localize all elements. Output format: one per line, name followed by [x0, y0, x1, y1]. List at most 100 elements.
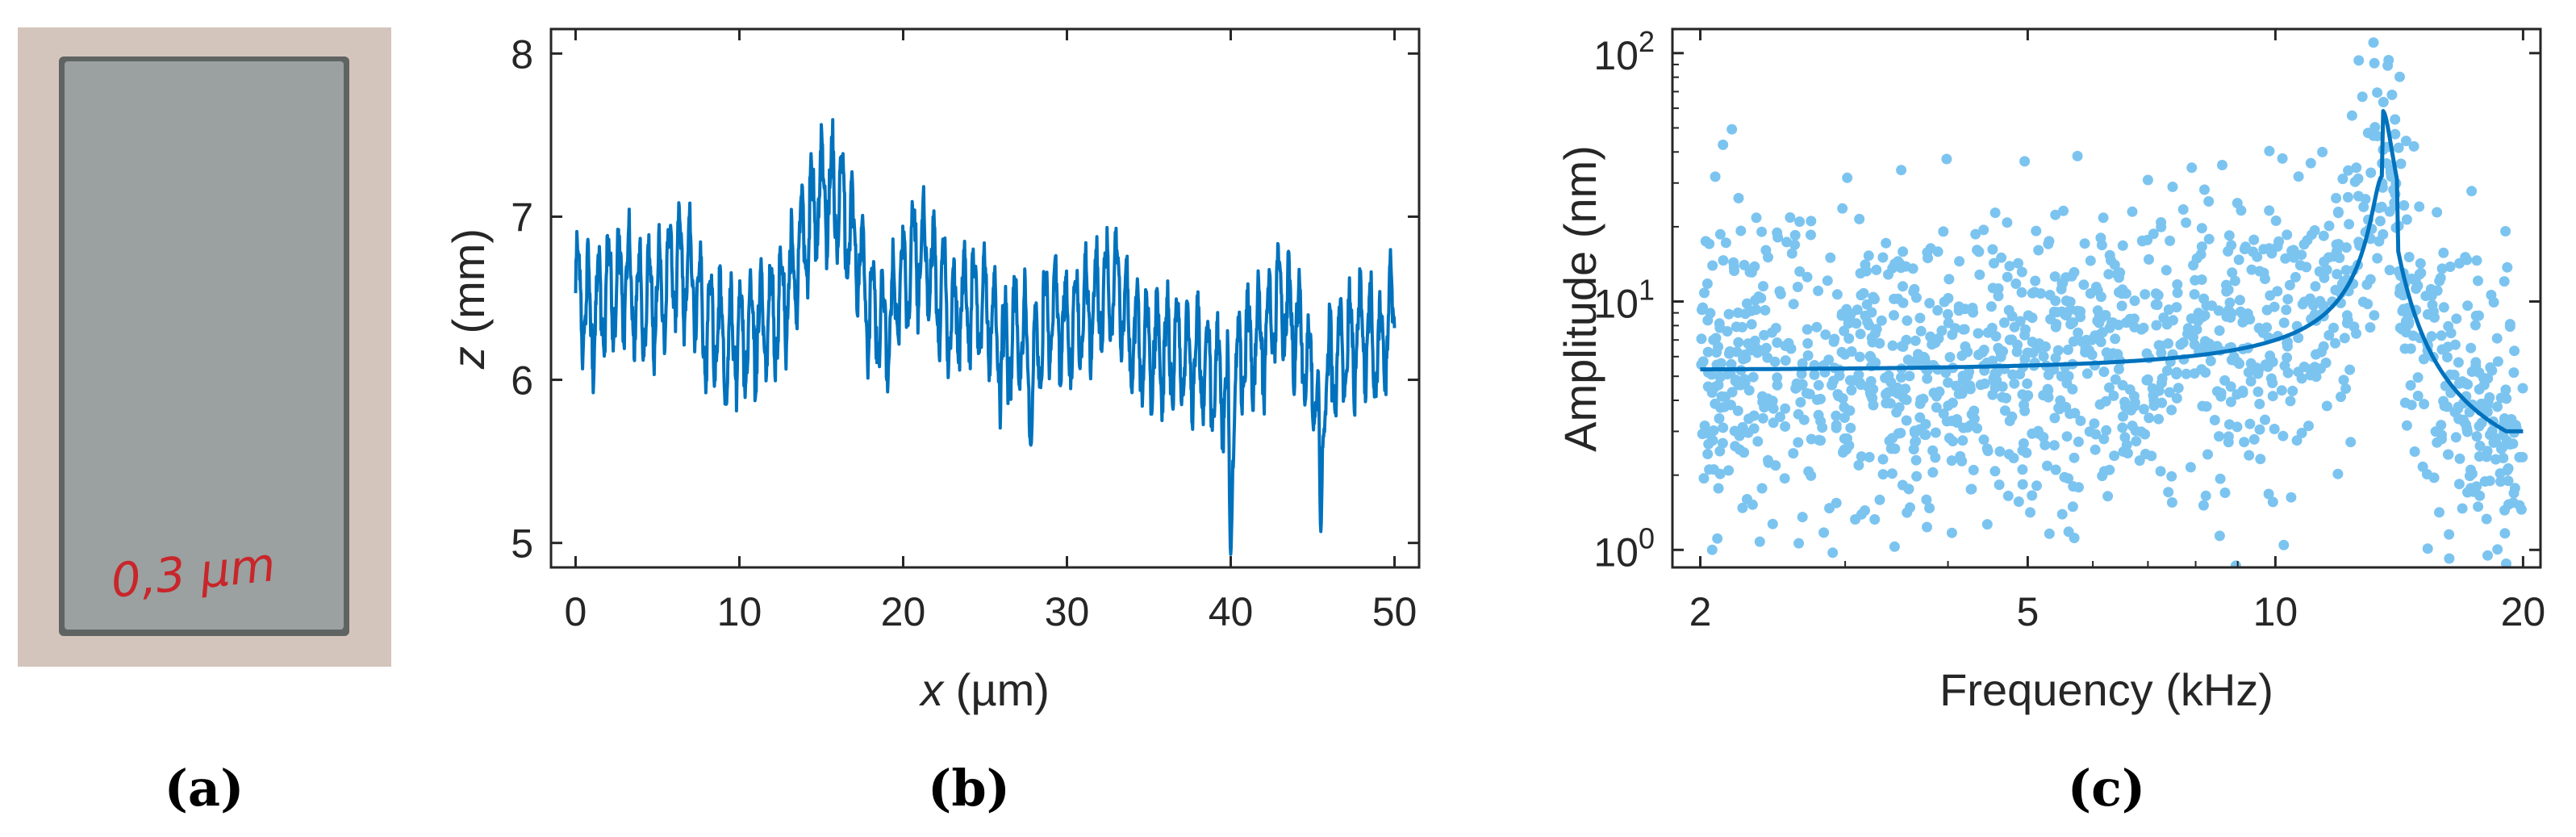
measurement-point	[2422, 543, 2433, 555]
measurement-point	[1868, 291, 1879, 303]
measurement-point	[2117, 379, 2128, 391]
measurement-point	[2181, 368, 2192, 379]
measurement-point	[1723, 308, 1735, 320]
measurement-point	[1930, 427, 1941, 438]
measurement-point	[2215, 473, 2226, 484]
measurement-point	[2033, 245, 2044, 256]
measurement-point	[2004, 261, 2015, 272]
measurement-point	[1853, 459, 1864, 471]
measurement-point	[1722, 369, 1733, 380]
measurement-point	[2245, 358, 2257, 369]
measurement-point	[2050, 295, 2061, 307]
measurement-point	[1813, 379, 1824, 391]
measurement-point	[1714, 370, 1725, 382]
specimen-block	[65, 61, 344, 630]
measurement-point	[1955, 450, 1966, 462]
profile-y-tick-label: 8	[511, 31, 533, 77]
measurement-point	[1881, 388, 1892, 400]
measurement-point	[1707, 260, 1718, 271]
measurement-point	[1831, 410, 1842, 421]
frequency-y-label: Amplitude (nm)	[1555, 145, 1605, 452]
measurement-point	[2085, 255, 2096, 266]
measurement-point	[2056, 508, 2068, 520]
panel-label-b: (b)	[928, 759, 1010, 818]
measurement-point	[1932, 305, 1943, 316]
measurement-point	[2061, 431, 2073, 442]
measurement-point	[2482, 446, 2493, 457]
measurement-point	[2052, 345, 2064, 356]
measurement-point	[2248, 433, 2260, 445]
profile-x-tick-label: 40	[1209, 589, 1254, 634]
measurement-point	[2007, 369, 2019, 380]
measurement-point	[2095, 291, 2106, 303]
measurement-point	[1877, 252, 1889, 263]
measurement-point	[2196, 223, 2207, 234]
measurement-point	[1995, 351, 2006, 362]
measurement-point	[2254, 266, 2265, 277]
measurement-point	[2186, 162, 2198, 174]
measurement-point	[2267, 496, 2278, 508]
measurement-point	[2166, 471, 2177, 482]
measurement-point	[2205, 355, 2216, 366]
measurement-point	[2050, 321, 2061, 333]
measurement-point	[2248, 246, 2259, 257]
measurement-point	[2278, 539, 2290, 550]
measurement-point	[2346, 110, 2357, 121]
profile-y-label: z (mm)	[443, 228, 494, 370]
measurement-point	[2372, 253, 2383, 264]
measurement-point	[1763, 454, 1773, 466]
measurement-point	[1697, 302, 1709, 313]
measurement-point	[2104, 382, 2115, 393]
measurement-point	[1943, 274, 1955, 285]
measurement-point	[1754, 536, 1765, 547]
measurement-point	[2265, 350, 2276, 362]
measurement-point	[2474, 441, 2486, 451]
measurement-point	[1739, 349, 1751, 360]
measurement-point	[2311, 349, 2321, 360]
measurement-point	[2492, 401, 2503, 412]
measurement-point	[2217, 160, 2227, 170]
frequency-y-tick-label: 101	[1593, 274, 1655, 327]
measurement-point	[1785, 343, 1797, 354]
measurement-point	[2209, 342, 2220, 354]
measurement-point	[1789, 229, 1801, 241]
measurement-point	[2197, 400, 2208, 412]
measurement-point	[1822, 275, 1833, 287]
measurement-point	[2372, 87, 2383, 98]
specimen-photo: 0,3 µm	[18, 27, 391, 667]
measurement-point	[2282, 294, 2294, 305]
measurement-point	[2382, 60, 2394, 71]
measurement-point	[2230, 560, 2241, 567]
measurement-point	[1856, 508, 1867, 520]
measurement-point	[2228, 609, 2239, 620]
profile-x-label: x (µm)	[918, 664, 1050, 715]
measurement-point	[2432, 285, 2443, 296]
measurement-point	[2050, 464, 2061, 475]
measurement-point	[2501, 558, 2511, 567]
profile-x-tick-label: 30	[1045, 589, 1090, 634]
profile-x-label-var: x	[918, 664, 945, 715]
measurement-point	[1715, 402, 1726, 413]
frequency-plot-area	[1696, 37, 2528, 620]
measurement-point	[1718, 139, 1729, 150]
measurement-point	[2244, 418, 2256, 429]
measurement-point	[2315, 363, 2326, 375]
measurement-point	[1909, 427, 1920, 438]
measurement-point	[1925, 331, 1936, 342]
measurement-point	[1973, 328, 1984, 339]
measurement-point	[2330, 337, 2340, 349]
measurement-point	[2434, 507, 2444, 518]
measurement-point	[2098, 366, 2110, 378]
measurement-point	[1930, 452, 1941, 463]
measurement-point	[2473, 501, 2484, 513]
panel-label-c: (c)	[2068, 759, 2145, 818]
measurement-point	[2181, 217, 2192, 228]
measurement-point	[1996, 252, 2007, 263]
measurement-point	[2072, 150, 2083, 161]
measurement-point	[2223, 230, 2235, 241]
measurement-point	[1987, 282, 1998, 294]
measurement-point	[2068, 317, 2078, 329]
measurement-point	[1845, 568, 1856, 579]
measurement-point	[2286, 492, 2297, 503]
